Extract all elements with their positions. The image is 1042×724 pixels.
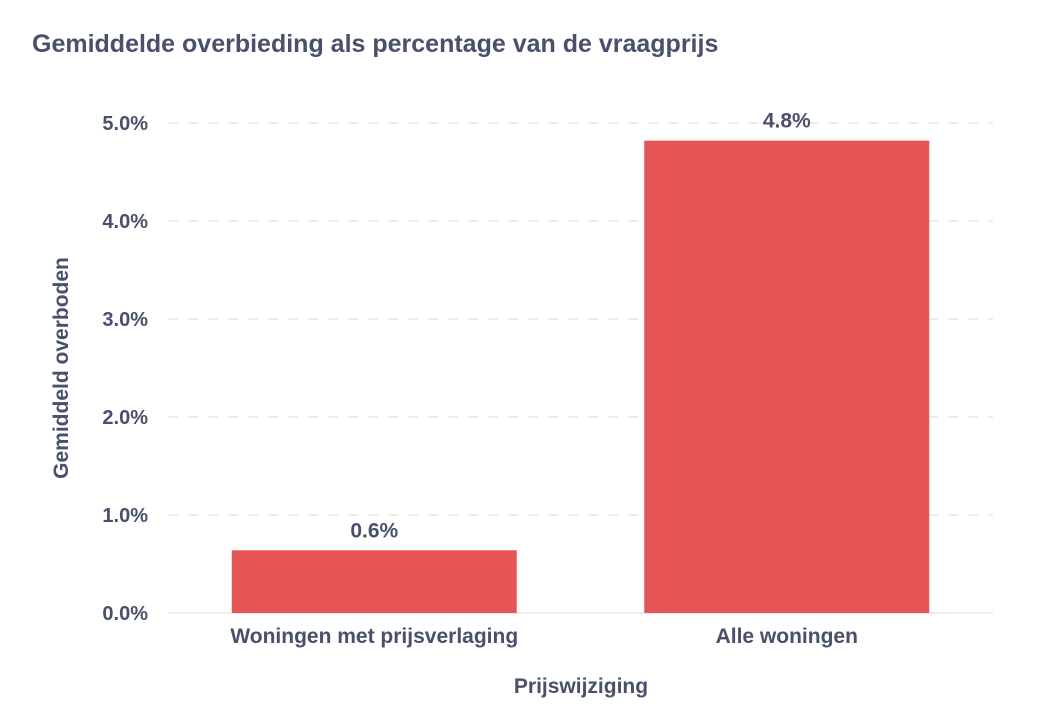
y-tick-label: 4.0% — [102, 211, 148, 233]
y-tick-label: 2.0% — [102, 407, 148, 429]
x-tick-label: Alle woningen — [716, 625, 858, 648]
data-label: 0.6% — [350, 519, 398, 542]
y-tick-label: 5.0% — [102, 113, 148, 135]
y-tick-label: 0.0% — [102, 603, 148, 625]
x-tick-label: Woningen met prijsverlaging — [230, 625, 518, 648]
y-axis-label: Gemiddeld overboden — [50, 257, 73, 479]
x-axis-label: Prijswijziging — [514, 675, 648, 698]
bar — [231, 550, 517, 613]
bar — [644, 140, 930, 613]
y-tick-label: 1.0% — [102, 505, 148, 527]
data-label: 4.8% — [763, 110, 811, 133]
chart-title: Gemiddelde overbieding als percentage va… — [32, 30, 718, 58]
y-tick-label: 3.0% — [102, 309, 148, 331]
